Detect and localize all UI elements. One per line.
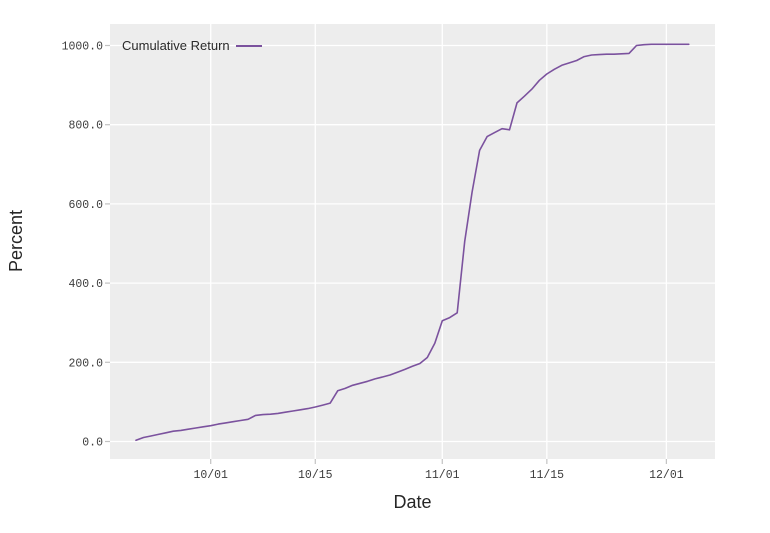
y-tick-label-400.0: 400.0: [68, 278, 103, 291]
x-tick-label-12/01: 12/01: [649, 469, 684, 482]
x-tick-label-10/01: 10/01: [193, 469, 228, 482]
legend: Cumulative Return: [122, 38, 262, 54]
x-tick-label-11/15: 11/15: [530, 469, 565, 482]
y-axis-title: Percent: [6, 209, 26, 273]
x-tick-label-11/01: 11/01: [425, 469, 460, 482]
y-tick-label-600.0: 600.0: [68, 199, 103, 212]
x-axis-title: Date: [393, 492, 432, 512]
x-tick-label-10/15: 10/15: [298, 469, 333, 482]
plot-area: [110, 24, 715, 459]
y-tick-label-0.0: 0.0: [82, 437, 103, 450]
y-tick-label-1000.0: 1000.0: [62, 41, 104, 54]
y-tick-label-800.0: 800.0: [68, 120, 103, 133]
legend-label: Cumulative Return: [122, 38, 230, 53]
y-tick-label-200.0: 200.0: [68, 357, 103, 370]
legend-line-sample-icon: [235, 45, 262, 47]
cumulative-return-line: [135, 43, 690, 442]
